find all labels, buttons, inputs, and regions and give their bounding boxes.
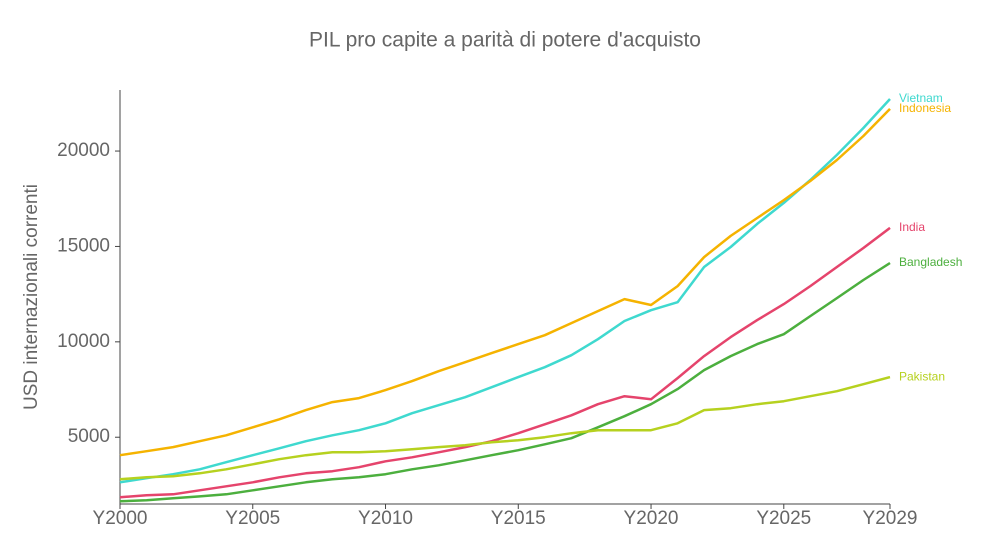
x-tick-label: Y2000 [93, 508, 148, 529]
x-tick-label: Y2025 [756, 508, 811, 529]
y-tick-label: 20000 [57, 140, 110, 161]
series-label: Indonesia [899, 101, 951, 115]
x-tick-label: Y2029 [863, 508, 918, 529]
series-line [119, 108, 891, 457]
y-tick-label: 5000 [68, 426, 110, 447]
x-tick-label: Y2020 [624, 508, 679, 529]
x-tick-label: Y2010 [358, 508, 413, 529]
series-line [119, 98, 891, 484]
series-label: India [899, 220, 925, 234]
series-line [119, 226, 891, 499]
y-axis-label: USD internazionali correnti [21, 184, 42, 410]
series-label: Pakistan [899, 369, 945, 383]
series-line [119, 261, 891, 503]
series-line [119, 375, 891, 481]
y-tick-label: 15000 [57, 235, 110, 256]
x-tick-label: Y2015 [491, 508, 546, 529]
series-label: Bangladesh [899, 255, 962, 269]
y-tick-label: 10000 [57, 331, 110, 352]
x-tick-label: Y2005 [225, 508, 280, 529]
series-label: Vietnam [899, 91, 943, 105]
chart-title: PIL pro capite a parità di potere d'acqu… [309, 29, 701, 52]
